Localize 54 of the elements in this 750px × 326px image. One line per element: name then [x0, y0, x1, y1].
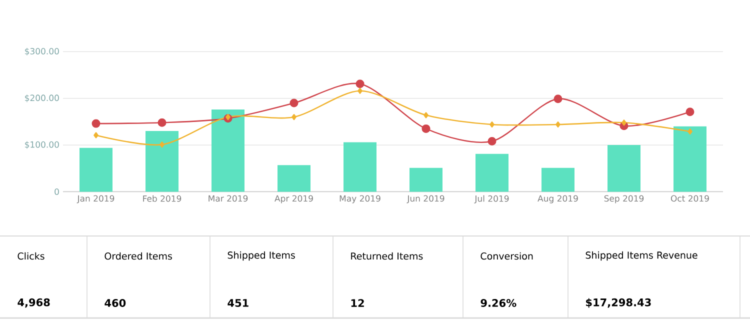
y-tick-label: $200.00 [25, 94, 59, 102]
bar [542, 168, 574, 192]
bar [212, 110, 245, 192]
text: Shipped Items Revenue [586, 251, 698, 261]
x-tick-label: Oct 2019 [670, 195, 709, 202]
point [92, 119, 100, 128]
point [556, 121, 560, 128]
bar [410, 168, 443, 192]
text: Clicks [18, 252, 44, 260]
text: 12 [351, 299, 364, 307]
point [160, 142, 164, 148]
bar [146, 131, 179, 192]
text: 451 [228, 299, 248, 307]
x-tick-label: Sep 2019 [604, 195, 644, 204]
text: Conversion [480, 252, 533, 260]
y-tick-label: $300.00 [25, 48, 59, 56]
point [622, 120, 626, 126]
bar [608, 145, 640, 192]
x-tick-label: Jan 2019 [76, 195, 114, 204]
x-tick-label: May 2019 [340, 195, 380, 204]
point [94, 132, 98, 138]
x-tick-label: Apr 2019 [274, 195, 313, 204]
x-tick-label: Jul 2019 [474, 195, 509, 204]
text: 4,968 [18, 298, 50, 308]
x-tick-label: Feb 2019 [143, 195, 182, 202]
x-tick-label: Mar 2019 [208, 195, 248, 202]
text: Returned Items [351, 252, 423, 260]
text: 460 [104, 299, 126, 307]
bar [278, 165, 311, 192]
bar [80, 148, 113, 192]
point [488, 137, 496, 146]
text: Shipped Items [228, 251, 295, 261]
point [226, 114, 230, 120]
x-tick-label: Jun 2019 [406, 195, 444, 204]
bar [476, 154, 509, 192]
point [554, 94, 562, 104]
bar [344, 142, 377, 192]
bar [674, 126, 706, 192]
point [358, 88, 362, 94]
point [290, 98, 298, 108]
point [356, 80, 364, 88]
y-tick-label: 0 [54, 188, 59, 195]
point [688, 128, 692, 135]
text: $17,298.43 [586, 298, 651, 308]
y-tick-label: $100.00 [25, 141, 59, 149]
point [422, 124, 430, 133]
point [424, 112, 428, 118]
point [686, 108, 694, 116]
point [158, 118, 166, 127]
point [292, 114, 296, 120]
point [490, 121, 494, 128]
x-tick-label: Aug 2019 [538, 195, 578, 204]
text: 9.26% [480, 299, 516, 307]
text: Ordered Items [104, 252, 172, 260]
